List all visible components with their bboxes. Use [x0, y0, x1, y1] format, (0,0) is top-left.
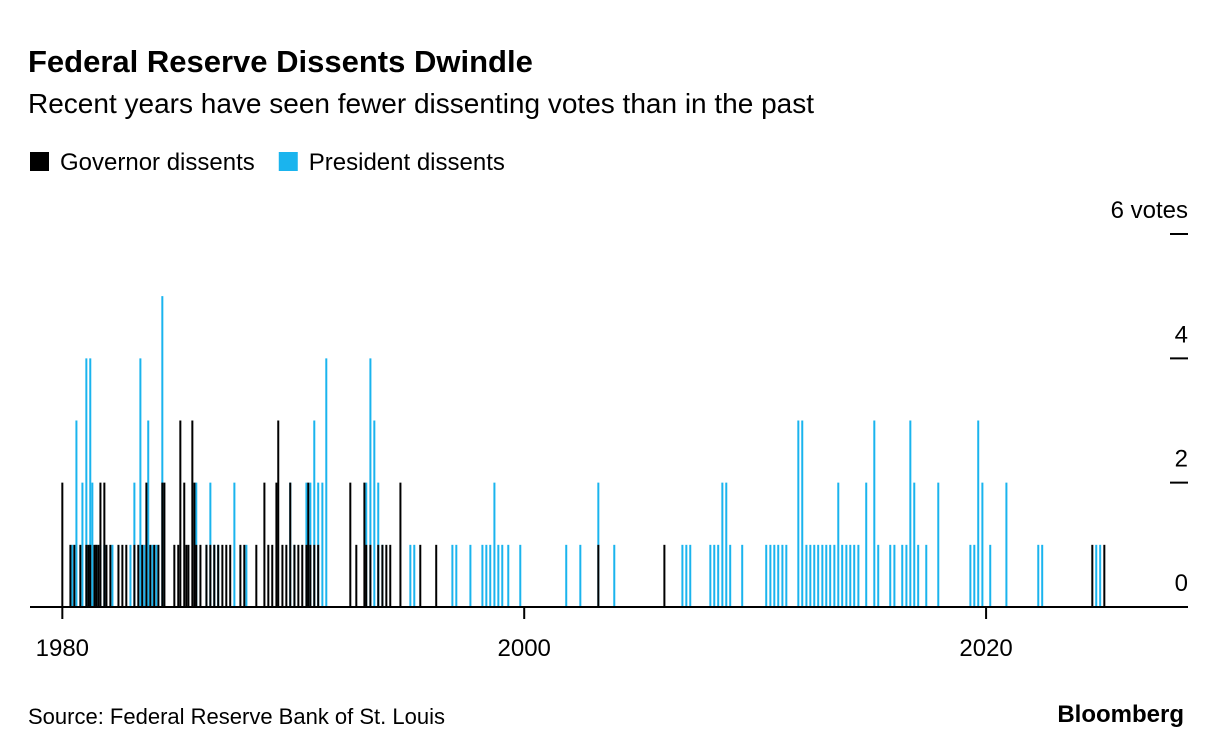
y-tick-label: 4 — [1175, 321, 1188, 348]
brand: Bloomberg — [1057, 701, 1184, 728]
legend-label: Governor dissents — [60, 149, 255, 176]
y-tick-label: 6 votes — [1111, 197, 1188, 224]
y-tick-label: 0 — [1175, 570, 1188, 597]
legend-label: President dissents — [309, 149, 505, 176]
legend-swatch — [278, 152, 298, 171]
chart-subtitle: Recent years have seen fewer dissenting … — [28, 88, 814, 119]
source: Source: Federal Reserve Bank of St. Loui… — [28, 704, 445, 729]
x-tick-label: 2020 — [959, 635, 1012, 662]
y-tick-label: 2 — [1175, 446, 1188, 473]
x-tick-label: 2000 — [498, 635, 551, 662]
chart-title: Federal Reserve Dissents Dwindle — [28, 44, 533, 79]
legend-swatch — [30, 152, 49, 171]
x-tick-label: 1980 — [36, 635, 89, 662]
